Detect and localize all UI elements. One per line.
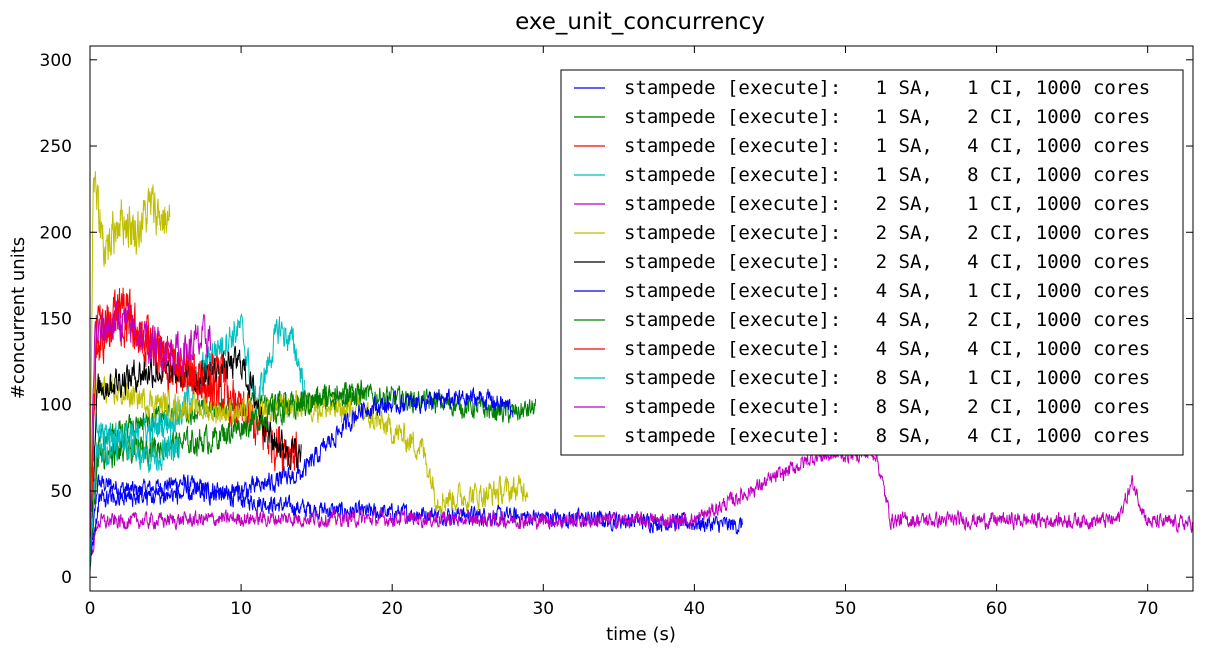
- x-tick-label: 40: [684, 599, 706, 619]
- x-tick-label: 0: [85, 599, 96, 619]
- legend-entry: stampede [execute]: 1 SA, 1 CI, 1000 cor…: [624, 77, 1150, 99]
- legend: stampede [execute]: 1 SA, 1 CI, 1000 cor…: [560, 69, 1184, 456]
- series-line-7: [90, 386, 514, 558]
- y-tick-label: 50: [50, 482, 72, 502]
- x-tick-label: 70: [1137, 599, 1159, 619]
- legend-entry: stampede [execute]: 8 SA, 2 CI, 1000 cor…: [624, 396, 1150, 418]
- x-tick-label: 10: [230, 599, 252, 619]
- y-tick-label: 200: [40, 223, 72, 243]
- legend-entry: stampede [execute]: 8 SA, 1 CI, 1000 cor…: [624, 367, 1150, 389]
- legend-entry: stampede [execute]: 1 SA, 2 CI, 1000 cor…: [624, 106, 1150, 128]
- series-line-11: [90, 300, 212, 539]
- legend-entry: stampede [execute]: 4 SA, 4 CI, 1000 cor…: [624, 338, 1150, 360]
- legend-box: [560, 69, 1184, 456]
- y-tick-label: 0: [61, 568, 72, 588]
- y-tick-label: 250: [40, 137, 72, 157]
- series-line-10: [90, 426, 181, 571]
- y-tick-label: 300: [40, 51, 72, 71]
- y-axis-label: #concurrent units: [8, 237, 29, 399]
- y-tick-label: 150: [40, 310, 72, 330]
- series-line-3: [90, 313, 305, 558]
- series-lines: [90, 171, 1193, 572]
- legend-entry: stampede [execute]: 4 SA, 1 CI, 1000 cor…: [624, 280, 1150, 302]
- legend-entry: stampede [execute]: 1 SA, 8 CI, 1000 cor…: [624, 164, 1150, 186]
- x-tick-label: 60: [986, 599, 1008, 619]
- chart-title: exe_unit_concurrency: [515, 9, 765, 35]
- legend-entry: stampede [execute]: 4 SA, 2 CI, 1000 cor…: [624, 309, 1150, 331]
- y-tick-label: 100: [40, 396, 72, 416]
- series-line-12: [90, 171, 171, 507]
- x-tick-label: 50: [835, 599, 857, 619]
- legend-entry: stampede [execute]: 1 SA, 4 CI, 1000 cor…: [624, 135, 1150, 157]
- series-line-4: [90, 447, 1193, 561]
- x-axis-label: time (s): [606, 624, 676, 645]
- legend-entry: stampede [execute]: 2 SA, 2 CI, 1000 cor…: [624, 222, 1150, 244]
- legend-entry: stampede [execute]: 8 SA, 4 CI, 1000 cor…: [624, 425, 1150, 447]
- legend-entry: stampede [execute]: 2 SA, 4 CI, 1000 cor…: [624, 251, 1150, 273]
- x-tick-label: 20: [381, 599, 403, 619]
- x-tick-label: 30: [532, 599, 554, 619]
- legend-entry: stampede [execute]: 2 SA, 1 CI, 1000 cor…: [624, 193, 1150, 215]
- axis-ticks: 0 10 20 30 40 50 60 70 0 50 100 150 200 250 300: [40, 46, 1193, 619]
- series-line-6: [90, 345, 302, 572]
